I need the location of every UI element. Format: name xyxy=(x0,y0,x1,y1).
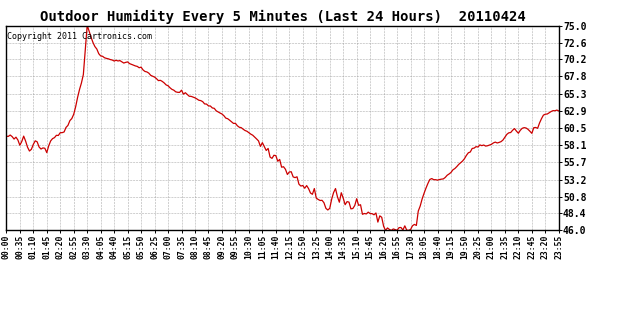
Text: Copyright 2011 Cartronics.com: Copyright 2011 Cartronics.com xyxy=(8,32,152,41)
Title: Outdoor Humidity Every 5 Minutes (Last 24 Hours)  20110424: Outdoor Humidity Every 5 Minutes (Last 2… xyxy=(40,10,525,24)
